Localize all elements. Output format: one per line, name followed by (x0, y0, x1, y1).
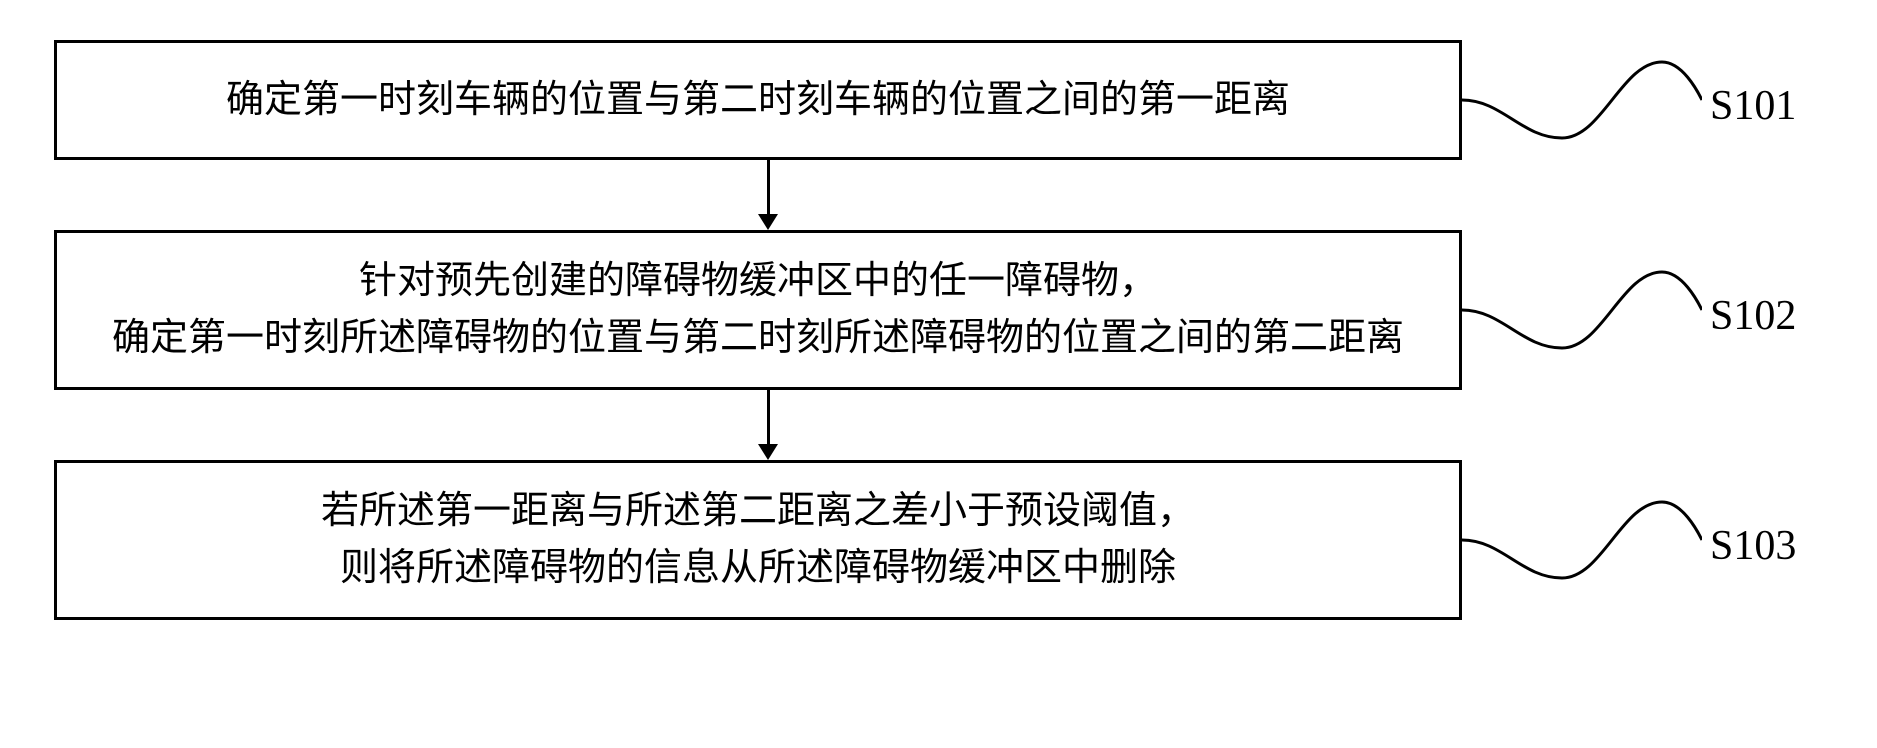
step-label-s102: S102 (1710, 292, 1796, 340)
step-label-s101: S101 (1710, 82, 1796, 130)
arrow-head-icon (758, 444, 778, 460)
arrow-head-icon (758, 214, 778, 230)
step-box-s103: 若所述第一距离与所述第二距离之差小于预设阈值， 则将所述障碍物的信息从所述障碍物… (54, 460, 1462, 620)
step-text-s101: 确定第一时刻车辆的位置与第二时刻车辆的位置之间的第一距离 (226, 72, 1290, 129)
arrow-line (767, 390, 770, 444)
flowchart-container: 确定第一时刻车辆的位置与第二时刻车辆的位置之间的第一距离 S101 针对预先创建的障… (20, 20, 1877, 728)
arrow-s101-s102 (758, 160, 778, 230)
connector-wave-s102 (1462, 270, 1702, 350)
step-text-s102: 针对预先创建的障碍物缓冲区中的任一障碍物， 确定第一时刻所述障碍物的位置与第二时… (112, 253, 1404, 367)
connector-wave-s101 (1462, 60, 1702, 140)
step-box-s102: 针对预先创建的障碍物缓冲区中的任一障碍物， 确定第一时刻所述障碍物的位置与第二时… (54, 230, 1462, 390)
step-text-s103: 若所述第一距离与所述第二距离之差小于预设阈值， 则将所述障碍物的信息从所述障碍物… (321, 483, 1195, 597)
step-box-s101: 确定第一时刻车辆的位置与第二时刻车辆的位置之间的第一距离 (54, 40, 1462, 160)
arrow-line (767, 160, 770, 214)
step-label-s103: S103 (1710, 522, 1796, 570)
arrow-s102-s103 (758, 390, 778, 460)
connector-wave-s103 (1462, 500, 1702, 580)
